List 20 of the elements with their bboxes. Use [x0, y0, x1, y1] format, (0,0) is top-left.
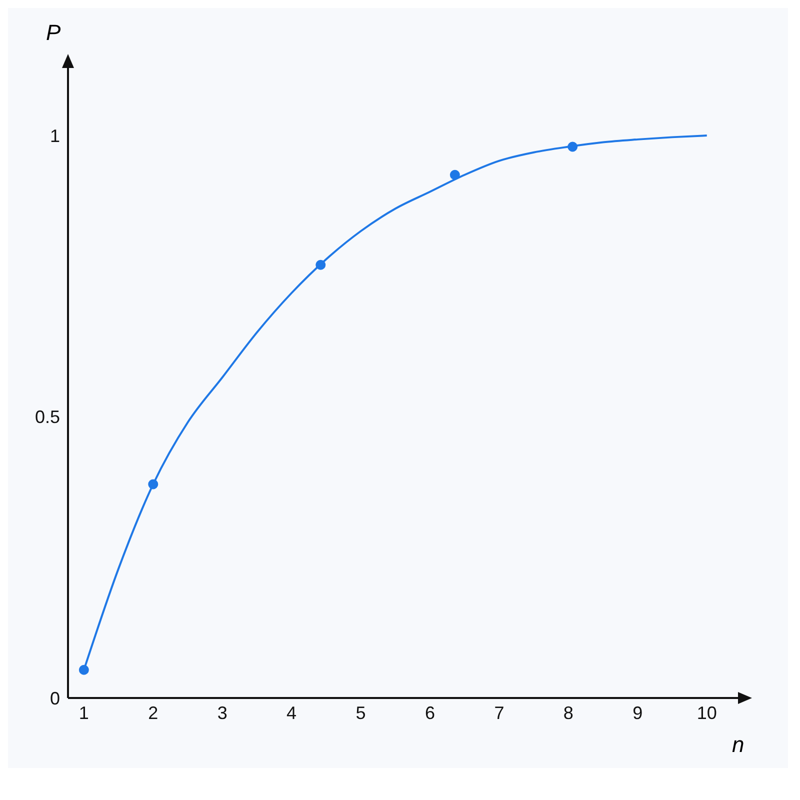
point	[568, 142, 578, 152]
x-tick-label: 9	[632, 702, 643, 723]
x-tick-label: 7	[494, 702, 504, 723]
x-tick-label: 8	[563, 702, 574, 723]
y-axis-title: P	[46, 20, 61, 46]
point	[450, 170, 460, 180]
y-tick-label: 0.5	[34, 407, 60, 428]
x-tick-label: 1	[78, 702, 89, 723]
x-tick-label: 5	[356, 702, 366, 723]
x-tick-label: 6	[424, 702, 435, 723]
point	[316, 260, 326, 270]
x-tick-label: 3	[217, 702, 228, 723]
y-tick-label: 0	[50, 688, 60, 708]
x-tick-label: 10	[696, 702, 717, 723]
point	[78, 664, 89, 675]
point	[148, 479, 158, 490]
y-tick-label: 1	[50, 126, 60, 146]
x-tick-label: 2	[148, 702, 158, 723]
x-axis-title: n	[732, 732, 744, 758]
x-tick-label: 4	[286, 702, 297, 723]
